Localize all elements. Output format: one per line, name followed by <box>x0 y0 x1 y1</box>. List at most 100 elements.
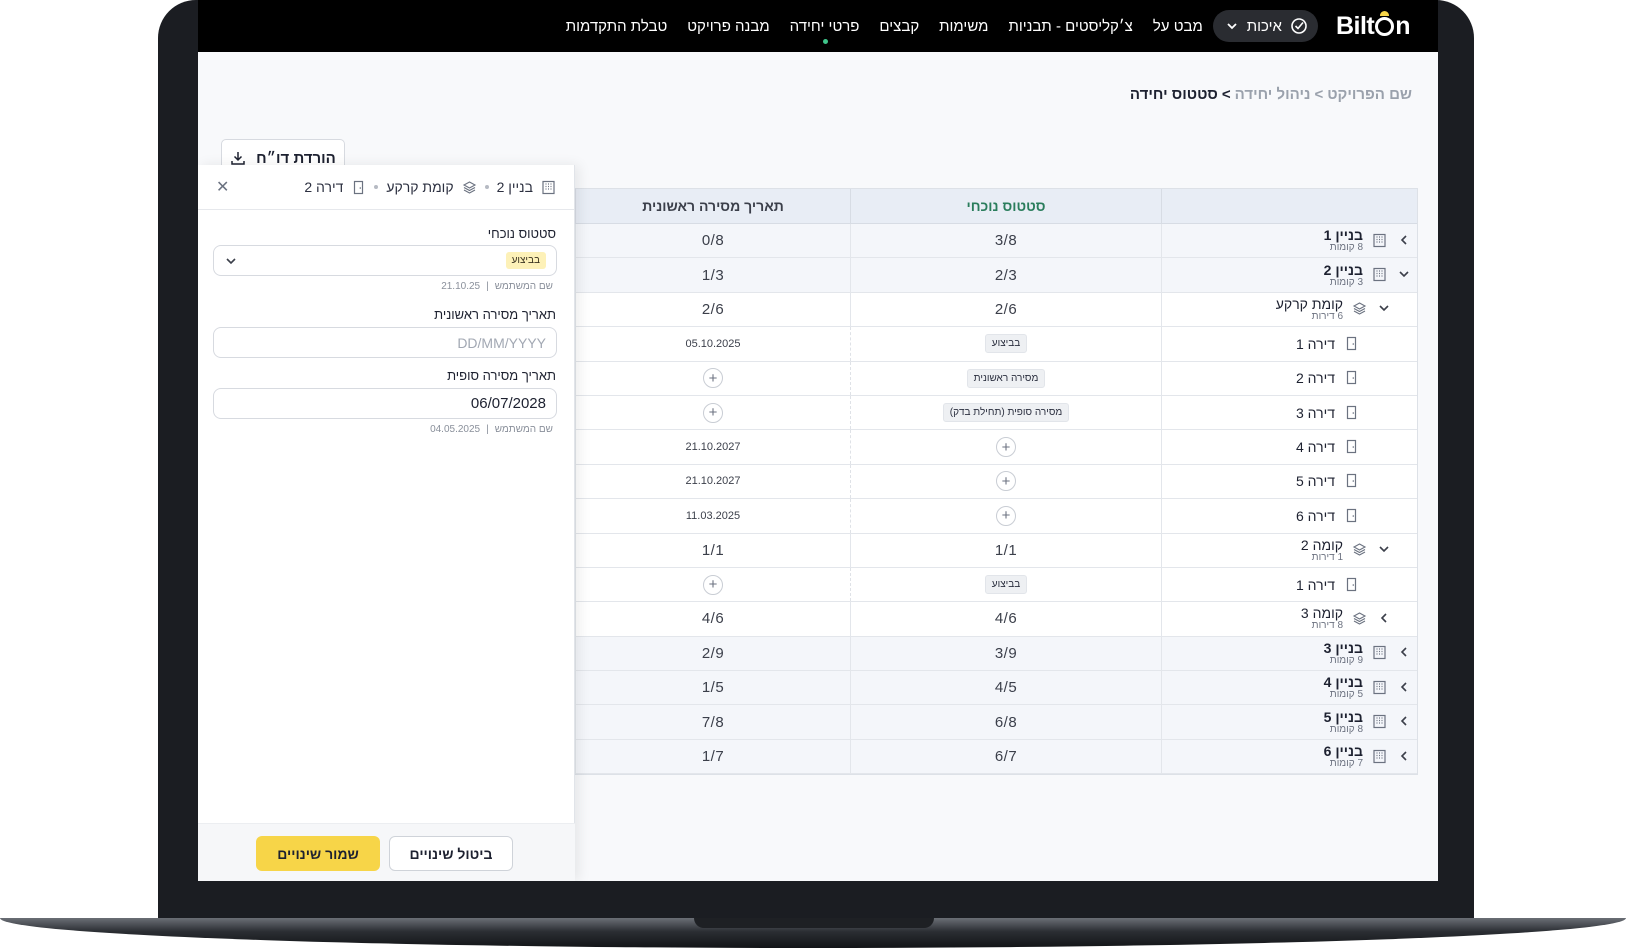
panel-crumb-unit: דירה 2 <box>304 179 344 195</box>
chevron-left-icon[interactable] <box>1395 749 1411 765</box>
name-wrap: דירה 1 <box>1296 577 1417 593</box>
unit-row[interactable]: דירה 4 +21.10.2027 <box>575 430 1417 465</box>
layers-icon <box>1351 611 1367 627</box>
delivery-date[interactable]: 05.10.2025 <box>685 337 741 350</box>
add-icon[interactable]: + <box>996 505 1016 526</box>
breadcrumb-sep: > <box>1314 86 1324 103</box>
unit-row[interactable]: דירה 3 מסירה סופית (תחילת בדק) + <box>575 395 1417 431</box>
unit-row[interactable]: דירה 1 בביצוע + <box>575 567 1417 603</box>
progress-fraction: 3/8 <box>994 232 1018 250</box>
laptop-notch <box>694 918 934 928</box>
status-select[interactable]: בביצוע <box>213 245 557 276</box>
delivery-date[interactable]: 11.03.2025 <box>685 509 741 522</box>
breadcrumb-unit-mgmt[interactable]: ניהול יחידה <box>1234 86 1311 103</box>
row-title: בניין 5 <box>1323 708 1363 725</box>
final-delivery-input[interactable]: 06/07/2028 <box>213 388 557 419</box>
progress-fraction: 2/9 <box>701 644 725 662</box>
progress-fraction: 2/3 <box>994 266 1018 284</box>
add-icon[interactable]: + <box>703 574 723 595</box>
unit-row[interactable]: דירה 6 +11.03.2025 <box>575 499 1417 534</box>
chevron-left-icon[interactable] <box>1395 680 1411 696</box>
status-cell: + <box>850 499 1161 533</box>
floor-row[interactable]: קומת קרקע 6 דירות 2/6 2/6 <box>575 292 1417 328</box>
nav-tasks[interactable]: משימות <box>939 17 989 35</box>
building-icon <box>1371 267 1387 283</box>
bilton-logo[interactable]: Bilt n <box>1335 10 1410 40</box>
add-icon[interactable]: + <box>703 368 723 389</box>
status-tag[interactable]: מסירה סופית (תחילת בדק) <box>942 403 1070 423</box>
status-cell: 1/1 <box>850 533 1161 567</box>
row-subtitle: 8 קומות <box>1329 723 1363 735</box>
nav-checklists[interactable]: צ׳קליסטים - תבניות <box>1008 17 1133 35</box>
nav-progress-table[interactable]: טבלת התקדמות <box>565 17 668 35</box>
chevron-left-icon[interactable] <box>1395 233 1411 249</box>
first-delivery-cell: 1/5 <box>575 671 850 705</box>
chevron-down-icon[interactable] <box>1375 542 1391 558</box>
first-delivery-placeholder: DD/MM/YYYY <box>457 334 546 351</box>
chevron-left-icon[interactable] <box>1375 611 1391 627</box>
chevron-down-icon[interactable] <box>1395 267 1411 283</box>
progress-fraction: 2/6 <box>994 300 1018 318</box>
first-delivery-cell: 1/7 <box>575 739 850 774</box>
first-delivery-cell: 21.10.2027 <box>575 464 850 499</box>
row-title: דירה 4 <box>1295 439 1335 456</box>
cancel-changes-button[interactable]: ביטול שינויים <box>389 836 513 871</box>
save-changes-button[interactable]: שמור שינויים <box>256 836 380 871</box>
nav-overview[interactable]: מבט על <box>1152 17 1203 35</box>
unit-row[interactable]: דירה 5 +21.10.2027 <box>575 464 1417 500</box>
name-wrap: דירה 1 <box>1296 336 1417 352</box>
chevron-left-icon[interactable] <box>1395 645 1411 661</box>
first-delivery-cell: 2/6 <box>575 292 850 327</box>
close-icon[interactable]: ✕ <box>216 179 230 196</box>
nav-unit-details[interactable]: פרטי יחידה <box>789 17 860 44</box>
add-icon[interactable]: + <box>703 402 723 423</box>
delivery-date[interactable]: 21.10.2027 <box>685 441 741 454</box>
building-icon <box>1371 645 1387 661</box>
row-title: בניין 4 <box>1323 674 1363 691</box>
add-icon[interactable]: + <box>996 471 1016 492</box>
chevron-down-icon[interactable] <box>1375 301 1391 317</box>
first-delivery-cell: 7/8 <box>575 705 850 739</box>
breadcrumb-project[interactable]: שם הפרויקט <box>1327 86 1412 103</box>
status-cell: 2/6 <box>850 292 1161 327</box>
row-name: דירה 5 <box>1296 474 1335 488</box>
unit-row[interactable]: דירה 1 בביצוע 05.10.2025 <box>575 327 1417 362</box>
row-title: קומה 3 <box>1300 605 1343 622</box>
first-delivery-cell: 11.03.2025 <box>575 499 850 533</box>
progress-fraction: 1/7 <box>701 748 725 766</box>
progress-fraction: 1/1 <box>701 541 725 559</box>
first-delivery-cell: 05.10.2025 <box>575 327 850 361</box>
nav-project-structure[interactable]: מבנה פרויקט <box>687 17 770 35</box>
delivery-date[interactable]: 21.10.2027 <box>685 475 741 488</box>
building-icon <box>542 180 555 194</box>
quality-dropdown[interactable]: איכות <box>1212 10 1318 42</box>
name-wrap: דירה 4 <box>1296 439 1417 455</box>
status-tag[interactable]: מסירה ראשונית <box>966 368 1046 388</box>
status-tag[interactable]: בביצוע <box>984 334 1028 354</box>
row-subtitle: 1 דירות <box>1311 551 1343 563</box>
door-icon <box>1343 473 1359 489</box>
chevron-down-icon <box>1227 23 1237 30</box>
row-subtitle: 7 קומות <box>1329 758 1363 770</box>
status-tag[interactable]: בביצוע <box>984 575 1028 595</box>
first-delivery-input[interactable]: DD/MM/YYYY <box>213 327 557 358</box>
unit-row[interactable]: דירה 2 מסירה ראשונית + <box>575 361 1417 396</box>
nav-files[interactable]: קבצים <box>879 17 920 35</box>
add-icon[interactable]: + <box>996 437 1016 458</box>
chevron-left-icon[interactable] <box>1395 714 1411 730</box>
